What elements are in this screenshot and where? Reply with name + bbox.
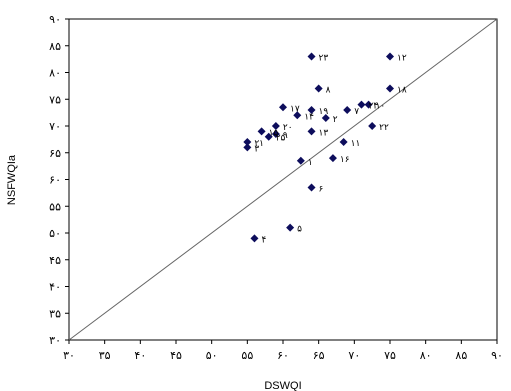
data-point-marker [339,138,348,147]
data-point-marker [307,127,316,136]
data-point-marker [286,223,295,232]
x-tick-label: ۳۰ [63,349,75,362]
data-point-label: ۱۵ [269,128,279,138]
data-point-label: ۱۸ [397,86,407,96]
data-point-marker [257,127,266,136]
data-point-marker [243,138,252,147]
y-tick-label: ۷۵ [49,93,61,106]
y-tick-label: ۳۰ [49,334,61,347]
y-tick-label: ۳۵ [49,307,61,320]
data-point-label: ۲۵ [276,134,286,144]
y-tick-label: ۵۵ [49,200,61,213]
data-point-marker [296,156,305,165]
x-axis: ۳۰ ۳۵ ۴۰ ۴۵ ۵۰ ۵۵ ۶۰ ۶۵ ۷۰ ۷۵ ۸۰ ۸۵ ۹۰ [63,340,503,362]
x-tick-label: ۳۵ [99,349,111,362]
data-point-label: ۲ [333,115,338,125]
data-point-label: ۲۳ [319,53,329,63]
data-point-label: ۱۶ [340,155,350,165]
x-tick-label: ۷۵ [384,349,396,362]
data-point-marker [293,111,302,120]
data-point-marker [279,103,287,112]
data-point-label: ۱۰ [376,102,386,112]
data-point-labels: ۱۲۳۴۵۶۷۸۹۱۰۱۱۱۲۱۳۱۴۱۵۱۶۱۷۱۸۱۹۲۰۲۱۲۲۲۳۲۴۲… [254,53,407,245]
data-point-marker [328,154,337,163]
data-point-marker [357,100,366,109]
data-point-marker [343,105,352,114]
x-axis-title: DSWQI [264,380,301,391]
data-point-label: ۶ [319,185,324,195]
y-tick-label: ۴۰ [49,281,61,294]
data-point-marker [243,143,252,152]
x-tick-label: ۶۰ [277,349,289,362]
x-tick-label: ۶۵ [313,349,325,362]
data-point-label: ۱۲ [397,53,407,63]
data-point-marker [250,234,259,243]
data-point-label: ۱۳ [319,128,329,138]
data-point-marker [386,84,394,93]
data-point-label: ۴ [261,235,266,245]
y-tick-label: ۴۵ [49,254,61,267]
data-point-marker [368,122,377,130]
data-point-marker [271,130,280,139]
data-point-label: ۹ [283,131,288,141]
y-tick-label: ۶۰ [49,174,61,187]
data-point-marker [264,132,273,141]
y-tick-label: ۶۵ [49,147,61,160]
data-point-marker [307,52,316,61]
data-point-label: ۱۷ [290,104,300,114]
y-tick-label: ۹۰ [49,13,61,26]
data-point-marker [364,100,373,109]
data-point-label: ۵ [297,225,302,235]
y-axis-title: NSFWQIa [6,154,18,205]
x-tick-label: ۵۰ [206,349,218,362]
data-points [243,52,394,243]
data-point-marker [321,113,330,122]
data-point-label: ۲۲ [379,123,389,133]
y-tick-label: ۸۰ [49,67,61,80]
data-point-label: ۲۰ [283,123,293,133]
y-tick-label: ۵۰ [49,227,61,240]
data-point-label: ۱۹ [319,107,329,117]
data-point-marker [307,105,316,114]
x-tick-label: ۴۰ [134,349,146,362]
data-point-label: ۲۴ [368,102,378,112]
data-point-label: ۳ [254,144,259,154]
x-tick-label: ۵۵ [241,349,253,362]
data-point-marker [271,122,280,130]
reference-line-y-equals-x [68,18,498,341]
y-tick-label: ۸۵ [49,40,61,53]
data-point-label: ۱ [308,158,313,168]
y-axis: ۳۰ ۳۵ ۴۰ ۴۵ ۵۰ ۵۵ ۶۰ ۶۵ ۷۰ ۷۵ ۸۰ ۸۵ ۹۰ [49,13,69,347]
data-point-label: ۲۱ [254,139,264,149]
data-point-label: ۱۱ [351,139,361,149]
y-tick-label: ۷۰ [49,120,61,133]
x-tick-label: ۹۰ [491,349,503,362]
x-tick-label: ۸۰ [420,349,432,362]
x-tick-label: ۷۰ [348,349,360,362]
data-point-label: ۸ [326,86,331,96]
data-point-marker [314,84,323,93]
data-point-label: ۷ [354,107,359,117]
x-tick-label: ۸۵ [455,349,467,362]
data-point-marker [307,183,316,192]
data-point-marker [386,52,394,61]
data-point-label: ۱۴ [304,112,314,122]
x-tick-label: ۴۵ [170,349,182,362]
